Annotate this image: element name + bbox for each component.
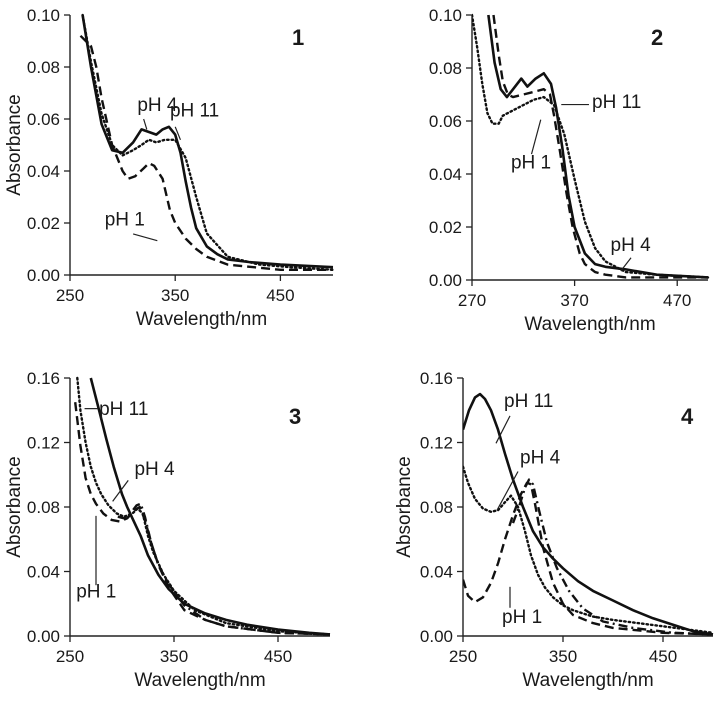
series-annotation-label: pH 4 [134,459,175,480]
y-tick-label: 0.04 [27,563,60,582]
y-tick-label: 0.08 [27,498,60,517]
series-line-ph-11 [81,14,334,269]
series-annotation-label: pH 11 [99,399,148,420]
annotation-leader-line [530,119,542,155]
y-axis-title: Absorbance [4,94,25,195]
series-line-ph-11 [463,392,714,636]
y-tick-label: 0.00 [420,627,453,646]
x-tick-label: 470 [663,291,691,310]
annotation-leader-line [132,233,158,242]
chart-panel-4: 0.00 0.04 0.08 0.12 0.16 250 350 450 Wavelength/… [394,369,715,691]
x-tick-label: 350 [161,286,189,305]
x-tick-label: 450 [649,647,677,666]
series-annotation-label: pH 4 [611,235,652,256]
y-tick-label: 0.06 [27,110,60,129]
x-tick-label: 450 [264,647,292,666]
x-tick-label: 250 [449,647,477,666]
y-tick-label: 0.00 [429,271,462,290]
series-line-ph-1 [463,481,714,636]
series-annotation-label: pH 4 [137,95,178,116]
x-tick-label: 250 [56,286,84,305]
y-axis-title: Absorbance [4,456,25,557]
y-tick-label: 0.02 [27,214,60,233]
series-line-ph-11 [487,14,709,279]
series-annotation-label: pH 1 [105,210,145,231]
annotation-leader-line [495,415,511,444]
annotation-leader-line [143,118,148,130]
x-tick-label: 250 [56,647,84,666]
y-tick-label: 0.04 [420,563,453,582]
series-annotation-label: pH 1 [511,153,551,174]
panel-label: 2 [651,25,663,50]
y-tick-label: 0.00 [27,266,60,285]
annotation-leader-line [174,126,182,141]
y-tick-label: 0.16 [27,369,60,388]
annotation-leader-line [620,257,632,272]
series-line-unlabeled-3 [511,478,714,636]
series-line-ph-4 [463,465,715,634]
series-line-ph-11 [89,377,331,636]
series-line-ph-4 [81,13,335,271]
series-line-ph-1 [79,34,333,271]
y-tick-label: 0.00 [27,627,60,646]
y-tick-label: 0.16 [420,369,453,388]
series-annotation-label: pH 1 [502,607,542,628]
annotation-leader-line [112,480,129,502]
chart-panel-3: 0.00 0.04 0.08 0.12 0.16 250 350 450 Wavelength/… [4,369,332,691]
x-axis-title: Wavelength/nm [136,309,267,330]
y-tick-label: 0.12 [420,434,453,453]
series-annotation-label: pH 11 [170,100,219,121]
x-tick-label: 350 [549,647,577,666]
series-line-ph-1 [492,14,708,279]
x-tick-label: 370 [560,291,588,310]
y-tick-label: 0.12 [27,434,60,453]
y-tick-label: 0.04 [27,162,60,181]
x-tick-label: 450 [266,286,294,305]
panel-label: 1 [292,25,304,50]
series-annotation-label: pH 11 [592,92,641,113]
y-tick-label: 0.08 [429,59,462,78]
x-tick-label: 270 [458,291,486,310]
y-tick-label: 0.10 [27,6,60,25]
series-line-unlabeled-3 [117,502,331,636]
y-tick-label: 0.08 [420,498,453,517]
y-tick-label: 0.08 [27,58,60,77]
panel-label: 4 [681,404,694,429]
x-axis-title: Wavelength/nm [524,314,655,335]
y-axis-title: Absorbance [394,456,415,557]
y-tick-label: 0.04 [429,165,462,184]
x-tick-label: 350 [160,647,188,666]
panel-label: 3 [289,404,301,429]
y-tick-label: 0.06 [429,112,462,131]
annotation-leader-line [496,471,519,511]
series-annotation-label: pH 11 [504,391,553,412]
chart-panel-1: 0.00 0.02 0.04 0.06 0.08 0.10 250 350 450 Wavelen… [4,6,335,330]
y-tick-label: 0.02 [429,218,462,237]
series-annotation-label: pH 4 [520,447,561,468]
x-axis-title: Wavelength/nm [134,670,265,691]
chart-panel-2: 0.00 0.02 0.04 0.06 0.08 0.10 270 370 470 Wavelen… [429,6,710,335]
series-annotation-label: pH 1 [76,581,116,602]
x-axis-title: Wavelength/nm [522,670,653,691]
series-line-ph-1 [74,402,331,636]
y-tick-label: 0.10 [429,6,462,25]
series-line-ph-4 [472,13,710,279]
